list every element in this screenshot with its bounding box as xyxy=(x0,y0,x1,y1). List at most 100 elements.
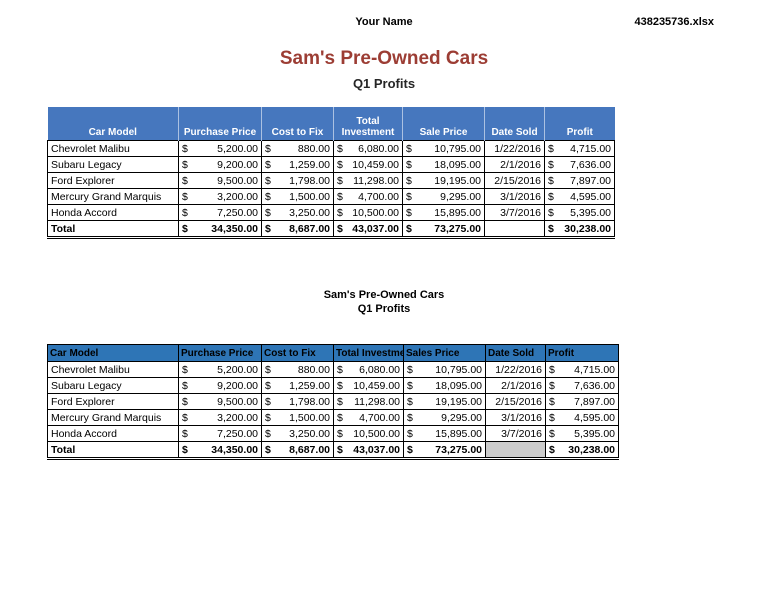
header-sales-price: Sales Price xyxy=(403,344,486,362)
cell-date-sold: 1/22/2016 xyxy=(484,140,545,157)
cell-cost-to-fix: 3,250.00 xyxy=(261,425,334,442)
cell-date-sold: 3/1/2016 xyxy=(485,409,546,426)
cell-total-sale: 73,275.00 xyxy=(402,220,485,239)
print-header-filename: 438235736.xlsx xyxy=(634,16,714,28)
styled-sheet-title: Sam's Pre-Owned Cars xyxy=(279,48,489,69)
cell-cost-to-fix: 1,500.00 xyxy=(261,409,334,426)
cell-car-model: Ford Explorer xyxy=(47,393,179,410)
cell-purchase-price: 5,200.00 xyxy=(178,140,262,157)
cell-total-investment: 43,037.00 xyxy=(333,441,404,460)
cell-profit: 7,636.00 xyxy=(544,156,615,173)
cell-date-sold: 3/7/2016 xyxy=(484,204,545,221)
header-profit: Profit xyxy=(544,107,615,141)
cell-car-model: Ford Explorer xyxy=(47,172,179,189)
table-row: Honda Accord 7,250.00 3,250.00 10,500.00… xyxy=(47,425,619,442)
cell-sales-price: 15,895.00 xyxy=(403,425,486,442)
header-total-investment: Total Investment xyxy=(333,107,403,141)
cell-total-date-empty xyxy=(484,220,545,239)
cell-total-investment: 6,080.00 xyxy=(333,361,404,378)
cell-purchase-price: 9,500.00 xyxy=(178,393,262,410)
cell-car-model: Subaru Legacy xyxy=(47,156,179,173)
cell-total-investment: 4,700.00 xyxy=(333,409,404,426)
header-cost-to-fix: Cost to Fix xyxy=(261,344,334,362)
table-row: Ford Explorer 9,500.00 1,798.00 11,298.0… xyxy=(47,172,615,189)
table-row: Subaru Legacy 9,200.00 1,259.00 10,459.0… xyxy=(47,377,619,394)
cell-total-investment: 10,500.00 xyxy=(333,425,404,442)
cell-profit: 4,595.00 xyxy=(545,409,619,426)
total-row: Total 34,350.00 8,687.00 43,037.00 73,27… xyxy=(47,220,615,239)
plain-profits-table-wrap: Car Model Purchase Price Cost to Fix Tot… xyxy=(47,344,619,460)
cell-total-fix: 8,687.00 xyxy=(261,220,334,239)
table-row: Honda Accord 7,250.00 3,250.00 10,500.00… xyxy=(47,204,615,221)
cell-total-profit: 30,238.00 xyxy=(544,220,615,239)
styled-header-row: Car Model Purchase Price Cost to Fix Tot… xyxy=(47,107,615,141)
cell-sales-price: 18,095.00 xyxy=(403,377,486,394)
cell-purchase-price: 7,250.00 xyxy=(178,204,262,221)
cell-sale-price: 15,895.00 xyxy=(402,204,485,221)
table-row: Subaru Legacy 9,200.00 1,259.00 10,459.0… xyxy=(47,156,615,173)
cell-profit: 5,395.00 xyxy=(544,204,615,221)
header-sale-price: Sale Price xyxy=(402,107,485,141)
header-car-model: Car Model xyxy=(47,107,179,141)
cell-sale-price: 10,795.00 xyxy=(402,140,485,157)
cell-cost-to-fix: 1,798.00 xyxy=(261,393,334,410)
header-profit: Profit xyxy=(545,344,619,362)
cell-car-model: Mercury Grand Marquis xyxy=(47,409,179,426)
total-row: Total 34,350.00 8,687.00 43,037.00 73,27… xyxy=(47,441,619,460)
header-total-investment: Total Investment xyxy=(333,344,404,362)
cell-date-sold: 2/15/2016 xyxy=(484,172,545,189)
cell-total-date-empty xyxy=(485,441,546,460)
table-row: Ford Explorer 9,500.00 1,798.00 11,298.0… xyxy=(47,393,619,410)
cell-date-sold: 3/1/2016 xyxy=(484,188,545,205)
cell-cost-to-fix: 880.00 xyxy=(261,140,334,157)
cell-total-fix: 8,687.00 xyxy=(261,441,334,460)
cell-purchase-price: 5,200.00 xyxy=(178,361,262,378)
cell-total-purchase: 34,350.00 xyxy=(178,441,262,460)
cell-cost-to-fix: 3,250.00 xyxy=(261,204,334,221)
cell-total-investment: 10,459.00 xyxy=(333,377,404,394)
cell-purchase-price: 3,200.00 xyxy=(178,409,262,426)
cell-car-model: Honda Accord xyxy=(47,204,179,221)
cell-total-sale: 73,275.00 xyxy=(403,441,486,460)
cell-profit: 4,715.00 xyxy=(544,140,615,157)
cell-car-model: Subaru Legacy xyxy=(47,377,179,394)
cell-sales-price: 10,795.00 xyxy=(403,361,486,378)
cell-purchase-price: 9,500.00 xyxy=(178,172,262,189)
header-purchase-price: Purchase Price xyxy=(178,344,262,362)
cell-car-model: Honda Accord xyxy=(47,425,179,442)
cell-date-sold: 2/1/2016 xyxy=(485,377,546,394)
header-date-sold: Date Sold xyxy=(484,107,545,141)
plain-header-row: Car Model Purchase Price Cost to Fix Tot… xyxy=(47,344,619,362)
cell-total-investment: 43,037.00 xyxy=(333,220,403,239)
cell-cost-to-fix: 1,259.00 xyxy=(261,156,334,173)
cell-total-investment: 11,298.00 xyxy=(333,172,403,189)
cell-total-investment: 10,459.00 xyxy=(333,156,403,173)
header-car-model: Car Model xyxy=(47,344,179,362)
cell-profit: 4,595.00 xyxy=(544,188,615,205)
cell-profit: 5,395.00 xyxy=(545,425,619,442)
styled-profits-table: Car Model Purchase Price Cost to Fix Tot… xyxy=(47,107,615,239)
cell-purchase-price: 9,200.00 xyxy=(178,156,262,173)
cell-cost-to-fix: 1,259.00 xyxy=(261,377,334,394)
table-row: Chevrolet Malibu 5,200.00 880.00 6,080.0… xyxy=(47,140,615,157)
cell-purchase-price: 9,200.00 xyxy=(178,377,262,394)
cell-date-sold: 2/1/2016 xyxy=(484,156,545,173)
styled-profits-table-wrap: Car Model Purchase Price Cost to Fix Tot… xyxy=(47,107,615,239)
table-row: Mercury Grand Marquis 3,200.00 1,500.00 … xyxy=(47,188,615,205)
table-row: Mercury Grand Marquis 3,200.00 1,500.00 … xyxy=(47,409,619,426)
cell-total-investment: 11,298.00 xyxy=(333,393,404,410)
cell-date-sold: 1/22/2016 xyxy=(485,361,546,378)
header-cost-to-fix: Cost to Fix xyxy=(261,107,334,141)
cell-sale-price: 19,195.00 xyxy=(402,172,485,189)
cell-cost-to-fix: 880.00 xyxy=(261,361,334,378)
cell-car-model: Chevrolet Malibu xyxy=(47,140,179,157)
cell-car-model: Mercury Grand Marquis xyxy=(47,188,179,205)
cell-car-model: Chevrolet Malibu xyxy=(47,361,179,378)
table-row: Chevrolet Malibu 5,200.00 880.00 6,080.0… xyxy=(47,361,619,378)
cell-total-label: Total xyxy=(47,441,179,460)
cell-purchase-price: 3,200.00 xyxy=(178,188,262,205)
plain-sheet-subtitle: Q1 Profits xyxy=(357,303,411,315)
header-date-sold: Date Sold xyxy=(485,344,546,362)
cell-total-investment: 10,500.00 xyxy=(333,204,403,221)
cell-cost-to-fix: 1,798.00 xyxy=(261,172,334,189)
